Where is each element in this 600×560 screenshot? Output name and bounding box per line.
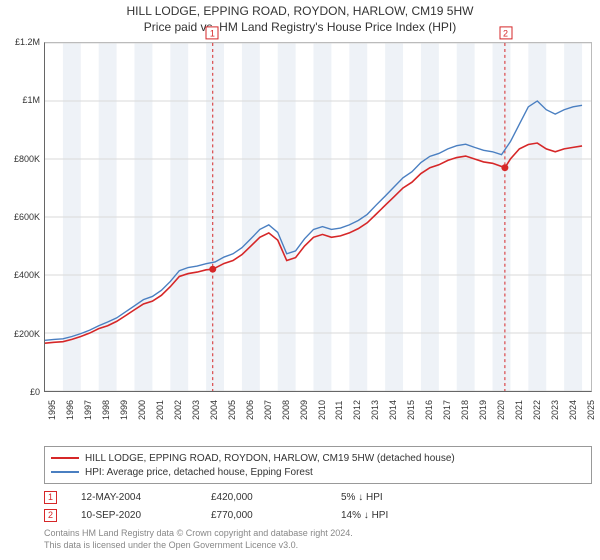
x-axis-label: 1995: [47, 400, 57, 420]
marker-badge: 1: [206, 26, 219, 39]
legend-item: HILL LODGE, EPPING ROAD, ROYDON, HARLOW,…: [51, 451, 585, 465]
legend-swatch: [51, 457, 79, 459]
annotation-row: 1 12-MAY-2004£420,0005% ↓ HPI: [44, 488, 592, 506]
marker-badge: 2: [499, 26, 512, 39]
x-axis-label: 2005: [227, 400, 237, 420]
x-axis-label: 2020: [496, 400, 506, 420]
x-axis-label: 2009: [299, 400, 309, 420]
x-axis-label: 2016: [424, 400, 434, 420]
x-axis-label: 2024: [568, 400, 578, 420]
x-axis-label: 2019: [478, 400, 488, 420]
footnote-line: This data is licensed under the Open Gov…: [44, 540, 353, 552]
marker-dot: [501, 164, 508, 171]
footnote-line: Contains HM Land Registry data © Crown c…: [44, 528, 353, 540]
x-axis-label: 2011: [334, 401, 344, 420]
x-axis-label: 1999: [119, 400, 129, 420]
legend: HILL LODGE, EPPING ROAD, ROYDON, HARLOW,…: [44, 446, 592, 484]
x-axis-label: 2023: [550, 400, 560, 420]
x-axis-label: 2006: [245, 400, 255, 420]
x-axis-label: 2025: [586, 400, 596, 420]
y-axis-label: £1M: [0, 95, 40, 105]
x-axis-label: 2000: [137, 400, 147, 420]
x-axis-label: 2014: [388, 400, 398, 420]
annotation-pct: 14% ↓ HPI: [341, 510, 481, 521]
annotation-pct: 5% ↓ HPI: [341, 492, 481, 503]
x-axis-label: 2017: [442, 400, 452, 420]
x-axis-label: 2007: [263, 400, 273, 420]
x-axis-label: 2008: [281, 400, 291, 420]
x-axis-label: 2013: [370, 400, 380, 420]
chart-container: HILL LODGE, EPPING ROAD, ROYDON, HARLOW,…: [0, 0, 600, 560]
x-axis-label: 2015: [406, 400, 416, 420]
x-axis-label: 2003: [191, 400, 201, 420]
x-axis-label: 1996: [65, 400, 75, 420]
x-axis-label: 2001: [155, 400, 165, 420]
x-axis-label: 2018: [460, 400, 470, 420]
x-axis-label: 2012: [352, 400, 362, 420]
x-axis-label: 2002: [173, 400, 183, 420]
legend-swatch: [51, 471, 79, 473]
chart-title: HILL LODGE, EPPING ROAD, ROYDON, HARLOW,…: [0, 4, 600, 18]
annotation-date: 10-SEP-2020: [81, 510, 211, 521]
legend-label: HILL LODGE, EPPING ROAD, ROYDON, HARLOW,…: [85, 453, 455, 464]
y-axis-label: £600K: [0, 212, 40, 222]
footnote: Contains HM Land Registry data © Crown c…: [44, 528, 353, 551]
y-axis-label: £800K: [0, 154, 40, 164]
chart-plot: [44, 42, 592, 392]
x-axis-label: 2010: [317, 400, 327, 420]
x-axis-label: 2004: [209, 400, 219, 420]
y-axis-label: £0: [0, 387, 40, 397]
x-axis-label: 1997: [83, 400, 93, 420]
annotation-price: £770,000: [211, 510, 341, 521]
y-axis-label: £1.2M: [0, 37, 40, 47]
annotation-badge: 1: [44, 491, 57, 504]
annotation-date: 12-MAY-2004: [81, 492, 211, 503]
y-axis-label: £400K: [0, 270, 40, 280]
x-axis-label: 1998: [101, 400, 111, 420]
annotation-table: 1 12-MAY-2004£420,0005% ↓ HPI 2 10-SEP-2020…: [44, 488, 592, 524]
chart-area: £0£200K£400K£600K£800K£1M£1.2M 199519961…: [44, 42, 592, 392]
legend-label: HPI: Average price, detached house, Eppi…: [85, 467, 313, 478]
legend-item: HPI: Average price, detached house, Eppi…: [51, 465, 585, 479]
annotation-price: £420,000: [211, 492, 341, 503]
y-axis-label: £200K: [0, 329, 40, 339]
annotation-row: 2 10-SEP-2020£770,00014% ↓ HPI: [44, 506, 592, 524]
marker-dot: [209, 266, 216, 273]
x-axis-label: 2022: [532, 400, 542, 420]
annotation-badge: 2: [44, 509, 57, 522]
x-axis-label: 2021: [514, 400, 524, 420]
